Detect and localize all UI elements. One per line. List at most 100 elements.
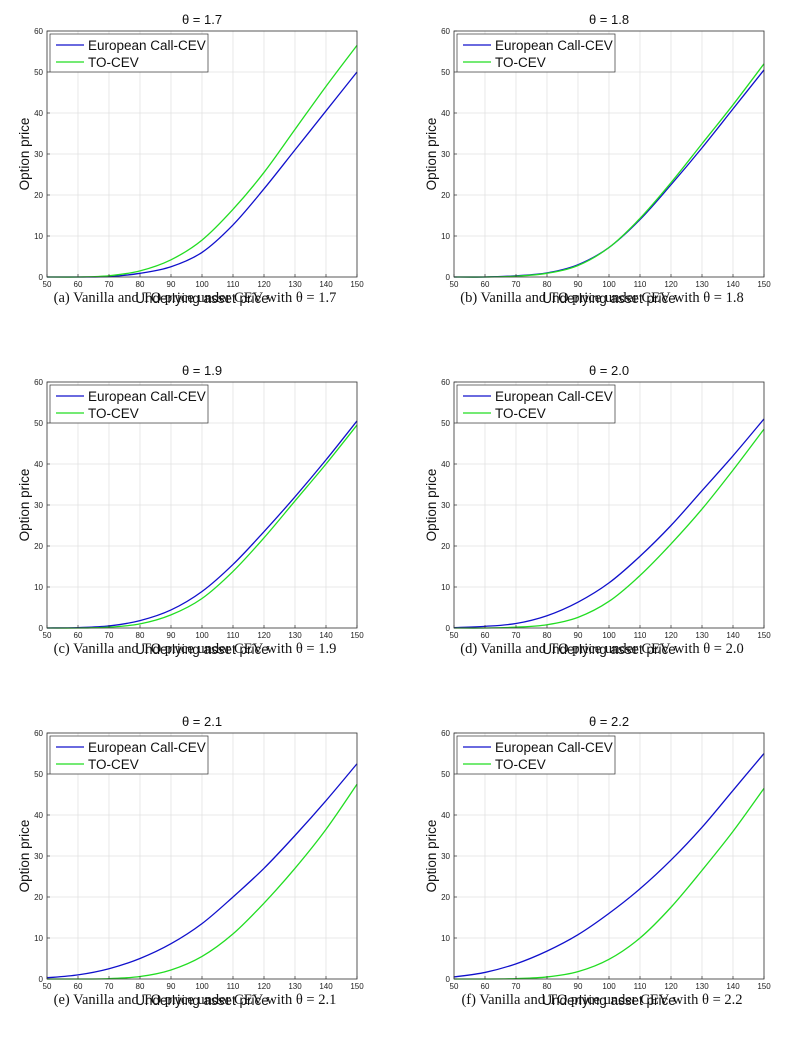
series-line-1 — [453, 418, 765, 629]
y-tick-label: 60 — [34, 378, 43, 387]
y-tick-label: 40 — [441, 811, 450, 820]
x-tick-label: 60 — [74, 280, 83, 289]
legend: European Call-CEV TO-CEV — [456, 384, 616, 424]
y-tick-label: 30 — [441, 150, 450, 159]
x-tick-label: 80 — [543, 280, 552, 289]
panel-e: 50 60 70 80 90 100 110 120 130 140 150 0 10 20 30 40 50 6… — [0, 702, 390, 1047]
x-axis-label: Underlying asset price — [135, 993, 269, 1008]
caption-a: (a) Vanilla and TO price under CEV with … — [53, 290, 337, 306]
caption-f: (f) Vanilla and TO price under CEV with … — [461, 992, 743, 1008]
x-tick-label: 110 — [634, 982, 647, 991]
legend-box — [456, 33, 616, 73]
x-tick-label: 110 — [634, 280, 647, 289]
legend-label-2: TO-CEV — [88, 757, 139, 772]
x-tick-label: 50 — [450, 982, 459, 991]
y-tick-label: 60 — [441, 27, 450, 36]
x-axis-label: Underlying asset price — [135, 642, 269, 657]
x-axis-label: Underlying asset price — [542, 993, 676, 1008]
caption-e: (e) Vanilla and TO price under CEV with … — [53, 992, 337, 1008]
x-tick-label: 100 — [602, 982, 616, 991]
x-tick-label: 130 — [288, 280, 302, 289]
series-line-1 — [453, 753, 765, 978]
series-line-2 — [453, 63, 765, 278]
y-tick-label: 30 — [34, 501, 43, 510]
y-tick-label: 20 — [441, 191, 450, 200]
y-tick-label: 0 — [446, 624, 451, 633]
y-axis-label: Option price — [424, 469, 439, 542]
chart-b: 50 60 70 80 90 100 110 120 130 140 150 0 10 20 30 40 50 6… — [424, 12, 771, 306]
y-axis-label: Option price — [424, 118, 439, 191]
x-tick-label: 70 — [512, 280, 521, 289]
y-tick-label: 50 — [34, 68, 43, 77]
chart-title: θ = 2.0 — [589, 363, 629, 378]
legend-label-1: European Call-CEV — [495, 38, 613, 53]
legend: European Call-CEV TO-CEV — [49, 384, 209, 424]
y-tick-label: 30 — [34, 852, 43, 861]
x-tick-label: 100 — [602, 631, 616, 640]
y-axis-label: Option price — [17, 820, 32, 893]
x-tick-label: 90 — [167, 631, 176, 640]
x-axis-label: Underlying asset price — [542, 642, 676, 657]
y-tick-label: 40 — [34, 109, 43, 118]
x-tick-label: 90 — [167, 280, 176, 289]
series-line-2 — [453, 428, 765, 629]
legend-label-2: TO-CEV — [88, 406, 139, 421]
x-tick-label: 50 — [450, 280, 459, 289]
legend-box — [456, 735, 616, 775]
panel-d: 50 60 70 80 90 100 110 120 130 140 150 0 10 20 30 40 50 6… — [407, 351, 797, 696]
x-tick-label: 120 — [257, 982, 271, 991]
y-tick-label: 20 — [441, 893, 450, 902]
x-tick-label: 140 — [319, 982, 333, 991]
y-tick-label: 20 — [441, 542, 450, 551]
y-tick-label: 30 — [441, 501, 450, 510]
legend-label-1: European Call-CEV — [88, 389, 206, 404]
x-axis-label: Underlying asset price — [135, 291, 269, 306]
legend: European Call-CEV TO-CEV — [49, 735, 209, 775]
x-tick-label: 140 — [726, 280, 740, 289]
x-tick-label: 100 — [195, 280, 209, 289]
y-tick-label: 0 — [39, 624, 44, 633]
y-tick-label: 20 — [34, 542, 43, 551]
x-tick-label: 90 — [574, 982, 583, 991]
y-tick-label: 20 — [34, 893, 43, 902]
legend-box — [49, 384, 209, 424]
x-axis-label: Underlying asset price — [542, 291, 676, 306]
chart-title: θ = 2.2 — [589, 714, 629, 729]
y-tick-label: 40 — [34, 811, 43, 820]
y-tick-label: 20 — [34, 191, 43, 200]
y-tick-label: 10 — [34, 934, 43, 943]
x-tick-label: 100 — [195, 982, 209, 991]
y-axis-label: Option price — [17, 469, 32, 542]
x-tick-label: 150 — [757, 631, 771, 640]
x-tick-label: 120 — [664, 982, 678, 991]
panel-f: 50 60 70 80 90 100 110 120 130 140 150 0 10 20 30 40 50 6… — [407, 702, 797, 1047]
x-tick-label: 60 — [481, 631, 490, 640]
x-tick-label: 100 — [195, 631, 209, 640]
y-axis-label: Option price — [424, 820, 439, 893]
y-axis-label: Option price — [17, 118, 32, 191]
x-tick-label: 120 — [257, 280, 271, 289]
y-tick-label: 60 — [441, 729, 450, 738]
x-tick-label: 130 — [695, 631, 709, 640]
panel-a: 50 60 70 80 90 100 110 120 130 140 150 0 10 20 30 40 50 6… — [0, 0, 390, 345]
x-tick-label: 150 — [757, 280, 771, 289]
x-tick-label: 80 — [136, 631, 145, 640]
y-tick-label: 50 — [34, 419, 43, 428]
x-tick-label: 150 — [350, 631, 364, 640]
y-tick-label: 10 — [34, 232, 43, 241]
x-tick-label: 50 — [43, 631, 52, 640]
chart-title: θ = 1.9 — [182, 363, 222, 378]
y-tick-label: 50 — [441, 419, 450, 428]
x-tick-label: 130 — [288, 982, 302, 991]
x-tick-label: 80 — [136, 280, 145, 289]
y-tick-label: 10 — [34, 583, 43, 592]
x-tick-label: 70 — [105, 631, 114, 640]
chart-title: θ = 1.7 — [182, 12, 222, 27]
y-tick-label: 50 — [34, 770, 43, 779]
x-tick-label: 140 — [319, 280, 333, 289]
x-tick-label: 140 — [319, 631, 333, 640]
x-tick-label: 80 — [136, 982, 145, 991]
legend-label-2: TO-CEV — [88, 55, 139, 70]
x-tick-label: 150 — [350, 280, 364, 289]
x-tick-label: 120 — [664, 280, 678, 289]
